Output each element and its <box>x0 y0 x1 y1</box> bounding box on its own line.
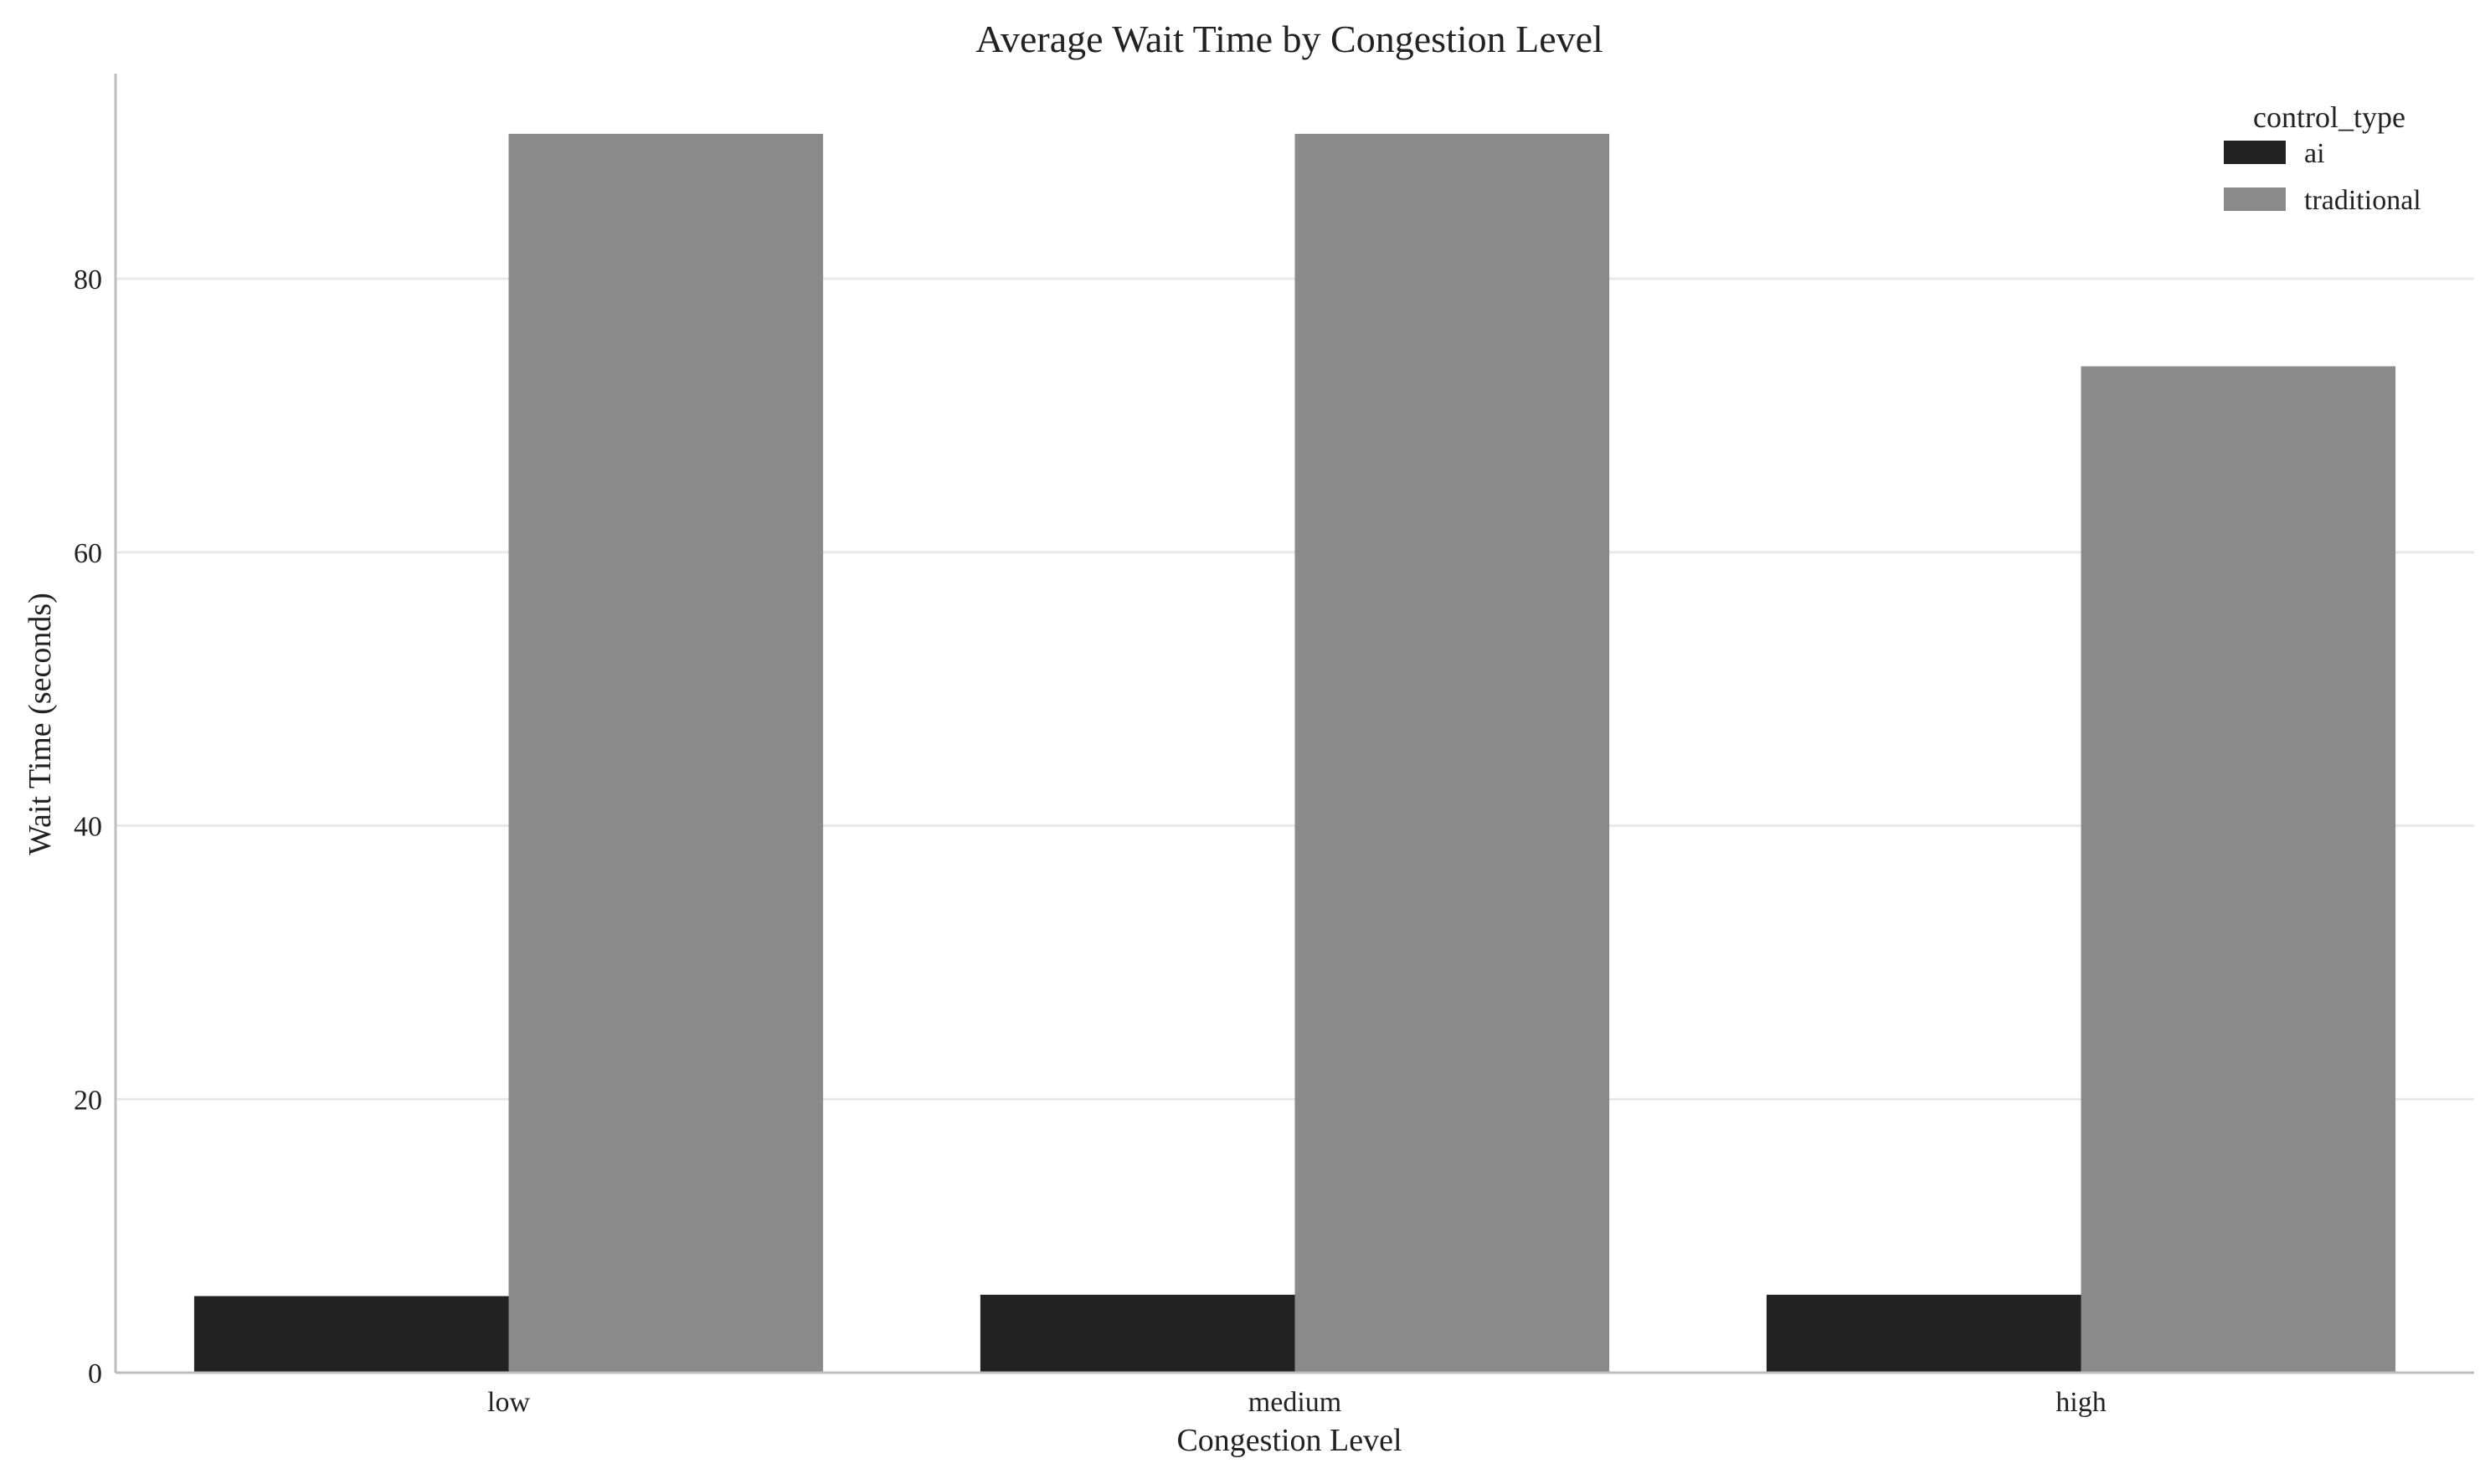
legend-label-traditional: traditional <box>2304 185 2421 216</box>
bar-ai-medium <box>980 1294 1295 1373</box>
bar-ai-high <box>1766 1294 2081 1373</box>
y-axis-title: Wait Time (seconds) <box>23 593 58 855</box>
tick-labels: 0 20 40 60 80 low medium high <box>74 264 2107 1418</box>
legend-swatch-traditional <box>2224 187 2286 211</box>
legend-item-ai: ai <box>2224 138 2325 169</box>
x-tick-label: high <box>2055 1387 2106 1418</box>
legend-swatch-ai <box>2224 141 2286 164</box>
bar-traditional-medium <box>1294 133 1610 1374</box>
legend-item-traditional: traditional <box>2224 185 2421 216</box>
y-tick-label: 20 <box>74 1085 102 1116</box>
y-tick-label: 40 <box>74 812 102 843</box>
chart-title: Average Wait Time by Congestion Level <box>975 18 1603 60</box>
y-tick-label: 60 <box>74 538 102 569</box>
bar-traditional-low <box>508 133 824 1374</box>
legend: control_type ai traditional <box>2224 100 2421 216</box>
x-tick-label: low <box>487 1387 530 1418</box>
bar-ai-low <box>193 1296 509 1373</box>
y-tick-label: 80 <box>74 264 102 295</box>
bars <box>193 133 2396 1374</box>
x-axis-title: Congestion Level <box>1176 1423 1402 1458</box>
y-tick-label: 0 <box>88 1358 102 1389</box>
legend-title: control_type <box>2253 100 2405 134</box>
bar-traditional-high <box>2081 366 2396 1374</box>
axes <box>114 74 2474 1374</box>
legend-label-ai: ai <box>2304 138 2325 169</box>
x-tick-label: medium <box>1248 1387 1341 1418</box>
